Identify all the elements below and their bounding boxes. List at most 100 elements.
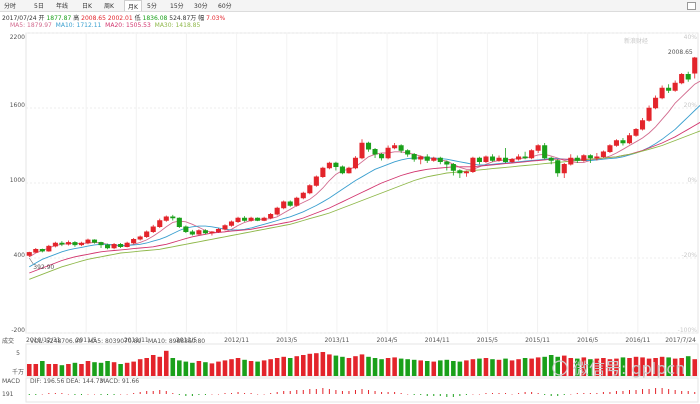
tab-2[interactable]: 年线 bbox=[56, 3, 69, 10]
x-tick-label: 2010/12/31 bbox=[26, 337, 61, 344]
watermark: 微信号: gplpcn bbox=[573, 359, 685, 378]
macd-bar bbox=[628, 390, 630, 394]
macd-bar bbox=[674, 390, 676, 394]
macd-bar bbox=[48, 393, 50, 394]
tab-5[interactable]: 月K bbox=[124, 0, 142, 11]
macd-bar bbox=[596, 393, 598, 394]
y-pct-label: 0% bbox=[687, 177, 697, 184]
y-pct-label: 40% bbox=[684, 34, 698, 41]
macd-bar bbox=[491, 393, 493, 394]
tab-1[interactable]: 5日 bbox=[34, 3, 44, 10]
tab-0[interactable]: 分时 bbox=[4, 3, 17, 10]
candle-body bbox=[294, 197, 300, 206]
candle-body bbox=[516, 156, 522, 160]
volume-bar bbox=[379, 359, 384, 376]
macd-bar bbox=[244, 393, 246, 394]
y-tick-label: 1600 bbox=[10, 102, 25, 109]
macd-bar bbox=[518, 393, 520, 394]
candle-body bbox=[222, 225, 228, 230]
macd-bar bbox=[152, 391, 154, 394]
macd-bar bbox=[426, 394, 428, 396]
y-tick-label: -200 bbox=[11, 327, 25, 334]
source-mark: 新浪财经 bbox=[624, 37, 648, 45]
macd-bar bbox=[61, 393, 63, 394]
macd-bar bbox=[185, 394, 187, 396]
volume-bar bbox=[53, 364, 58, 376]
volume-bar bbox=[535, 357, 541, 376]
macd-bar bbox=[80, 394, 82, 395]
tab-3[interactable]: 日K bbox=[82, 3, 92, 10]
candle-body bbox=[509, 159, 515, 162]
candle-body bbox=[46, 245, 52, 252]
y-tick-label: 400 bbox=[14, 252, 26, 259]
volume-bar bbox=[255, 361, 260, 376]
ma20-value: MA20: 1505.53 bbox=[105, 22, 151, 29]
candle-body bbox=[346, 167, 352, 174]
volume-bar bbox=[281, 356, 286, 376]
volume-bar bbox=[581, 357, 587, 376]
macd-bar bbox=[439, 394, 441, 396]
x-tick-label: 2017/7/24 bbox=[665, 337, 696, 344]
volume-bar bbox=[659, 356, 665, 376]
volume-bar bbox=[327, 354, 332, 376]
macd-bar bbox=[87, 394, 89, 395]
macd-bar bbox=[283, 391, 285, 394]
tab-9[interactable]: 60分 bbox=[218, 3, 232, 10]
volume-bar bbox=[588, 359, 593, 376]
tab-4[interactable]: 周K bbox=[104, 3, 114, 10]
volume-bar bbox=[333, 355, 339, 376]
macd-bar bbox=[505, 393, 507, 394]
candle-body bbox=[281, 201, 287, 209]
volume-bar bbox=[464, 360, 469, 376]
x-tick-label: 2015/5 bbox=[477, 337, 498, 344]
tab-6[interactable]: 5分 bbox=[147, 3, 157, 10]
macd-bar bbox=[250, 393, 252, 394]
macd-bar bbox=[315, 389, 317, 394]
candle-body bbox=[568, 157, 574, 165]
volume-bar bbox=[163, 350, 169, 376]
candle-body bbox=[535, 145, 541, 151]
tab-7[interactable]: 15分 bbox=[170, 3, 184, 10]
macd-bar bbox=[400, 393, 402, 394]
x-tick-label: 2012/11 bbox=[224, 337, 249, 344]
candle-body bbox=[333, 162, 339, 167]
candle-body bbox=[189, 231, 195, 235]
candle-body bbox=[85, 239, 91, 244]
macd-bar bbox=[681, 391, 683, 394]
macd-bar bbox=[622, 391, 624, 394]
candle-body bbox=[613, 140, 619, 146]
macd-bar bbox=[563, 394, 565, 395]
volume-bar bbox=[542, 356, 547, 376]
info-amp: 7.03% bbox=[206, 15, 226, 22]
macd-bar bbox=[191, 394, 193, 396]
x-tick-label: 2011/11 bbox=[124, 337, 149, 344]
macd-bar bbox=[524, 392, 526, 394]
volume-bar bbox=[170, 358, 176, 376]
macd-bar bbox=[472, 394, 474, 395]
volume-bar bbox=[177, 360, 182, 376]
candle-body bbox=[124, 242, 130, 247]
candle-body bbox=[352, 157, 359, 169]
candle-body bbox=[268, 214, 274, 219]
macd-bar bbox=[263, 394, 265, 395]
tab-8[interactable]: 30分 bbox=[194, 3, 208, 10]
candle-body bbox=[105, 244, 111, 249]
macd-bar bbox=[387, 392, 389, 394]
volume-bar bbox=[26, 364, 32, 376]
macd-bar bbox=[511, 394, 513, 395]
macd-bar bbox=[394, 392, 396, 394]
y-tick-label: 1000 bbox=[10, 177, 25, 184]
volume-bar bbox=[496, 359, 502, 376]
macd-bar bbox=[146, 391, 148, 394]
macd-bar bbox=[368, 390, 370, 394]
candle-body bbox=[594, 156, 600, 159]
macd-bar bbox=[224, 393, 226, 394]
macd-bar bbox=[107, 394, 109, 395]
x-tick-label: 2012/5 bbox=[176, 337, 197, 344]
min-annotation: 392.90 bbox=[33, 264, 54, 271]
macd-bar bbox=[139, 392, 141, 394]
macd-bar bbox=[615, 391, 617, 394]
macd-bar bbox=[211, 394, 213, 395]
candle-body bbox=[111, 244, 117, 249]
fullscreen-icon[interactable] bbox=[687, 2, 696, 10]
